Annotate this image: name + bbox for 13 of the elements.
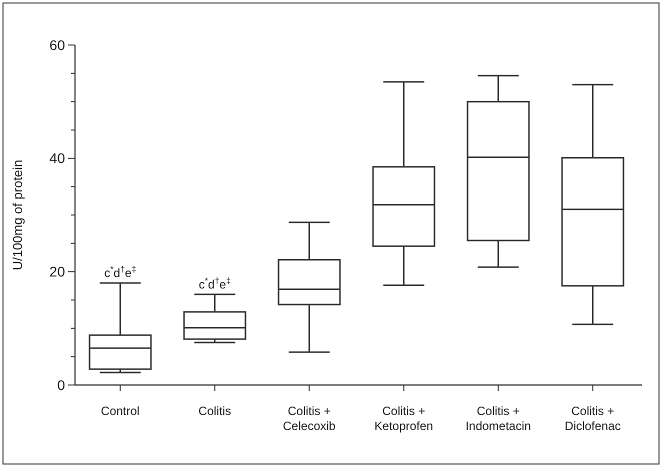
x-tick-label: Colitis + Diclofenac (564, 404, 621, 433)
y-tick-label: 40 (49, 150, 66, 166)
y-tick-label: 60 (49, 36, 66, 53)
x-tick-label: Colitis + Ketoprofen (374, 404, 434, 433)
y-axis-title: U/100mg of protein (10, 160, 25, 270)
annotation: c$^{*}$d$^{†}$e$^{‡}$ (104, 264, 137, 280)
x-tick-label: Colitis (198, 404, 232, 418)
annotation: c$^{*}$d$^{†}$e$^{‡}$ (198, 275, 232, 292)
x-tick-label: Control (100, 404, 140, 418)
y-tick-label: 20 (49, 264, 66, 280)
x-tick-label: Colitis + Celecoxib (282, 404, 336, 433)
y-tick-label: 0 (57, 376, 66, 393)
x-tick-label: Colitis + Indometacin (466, 404, 531, 433)
